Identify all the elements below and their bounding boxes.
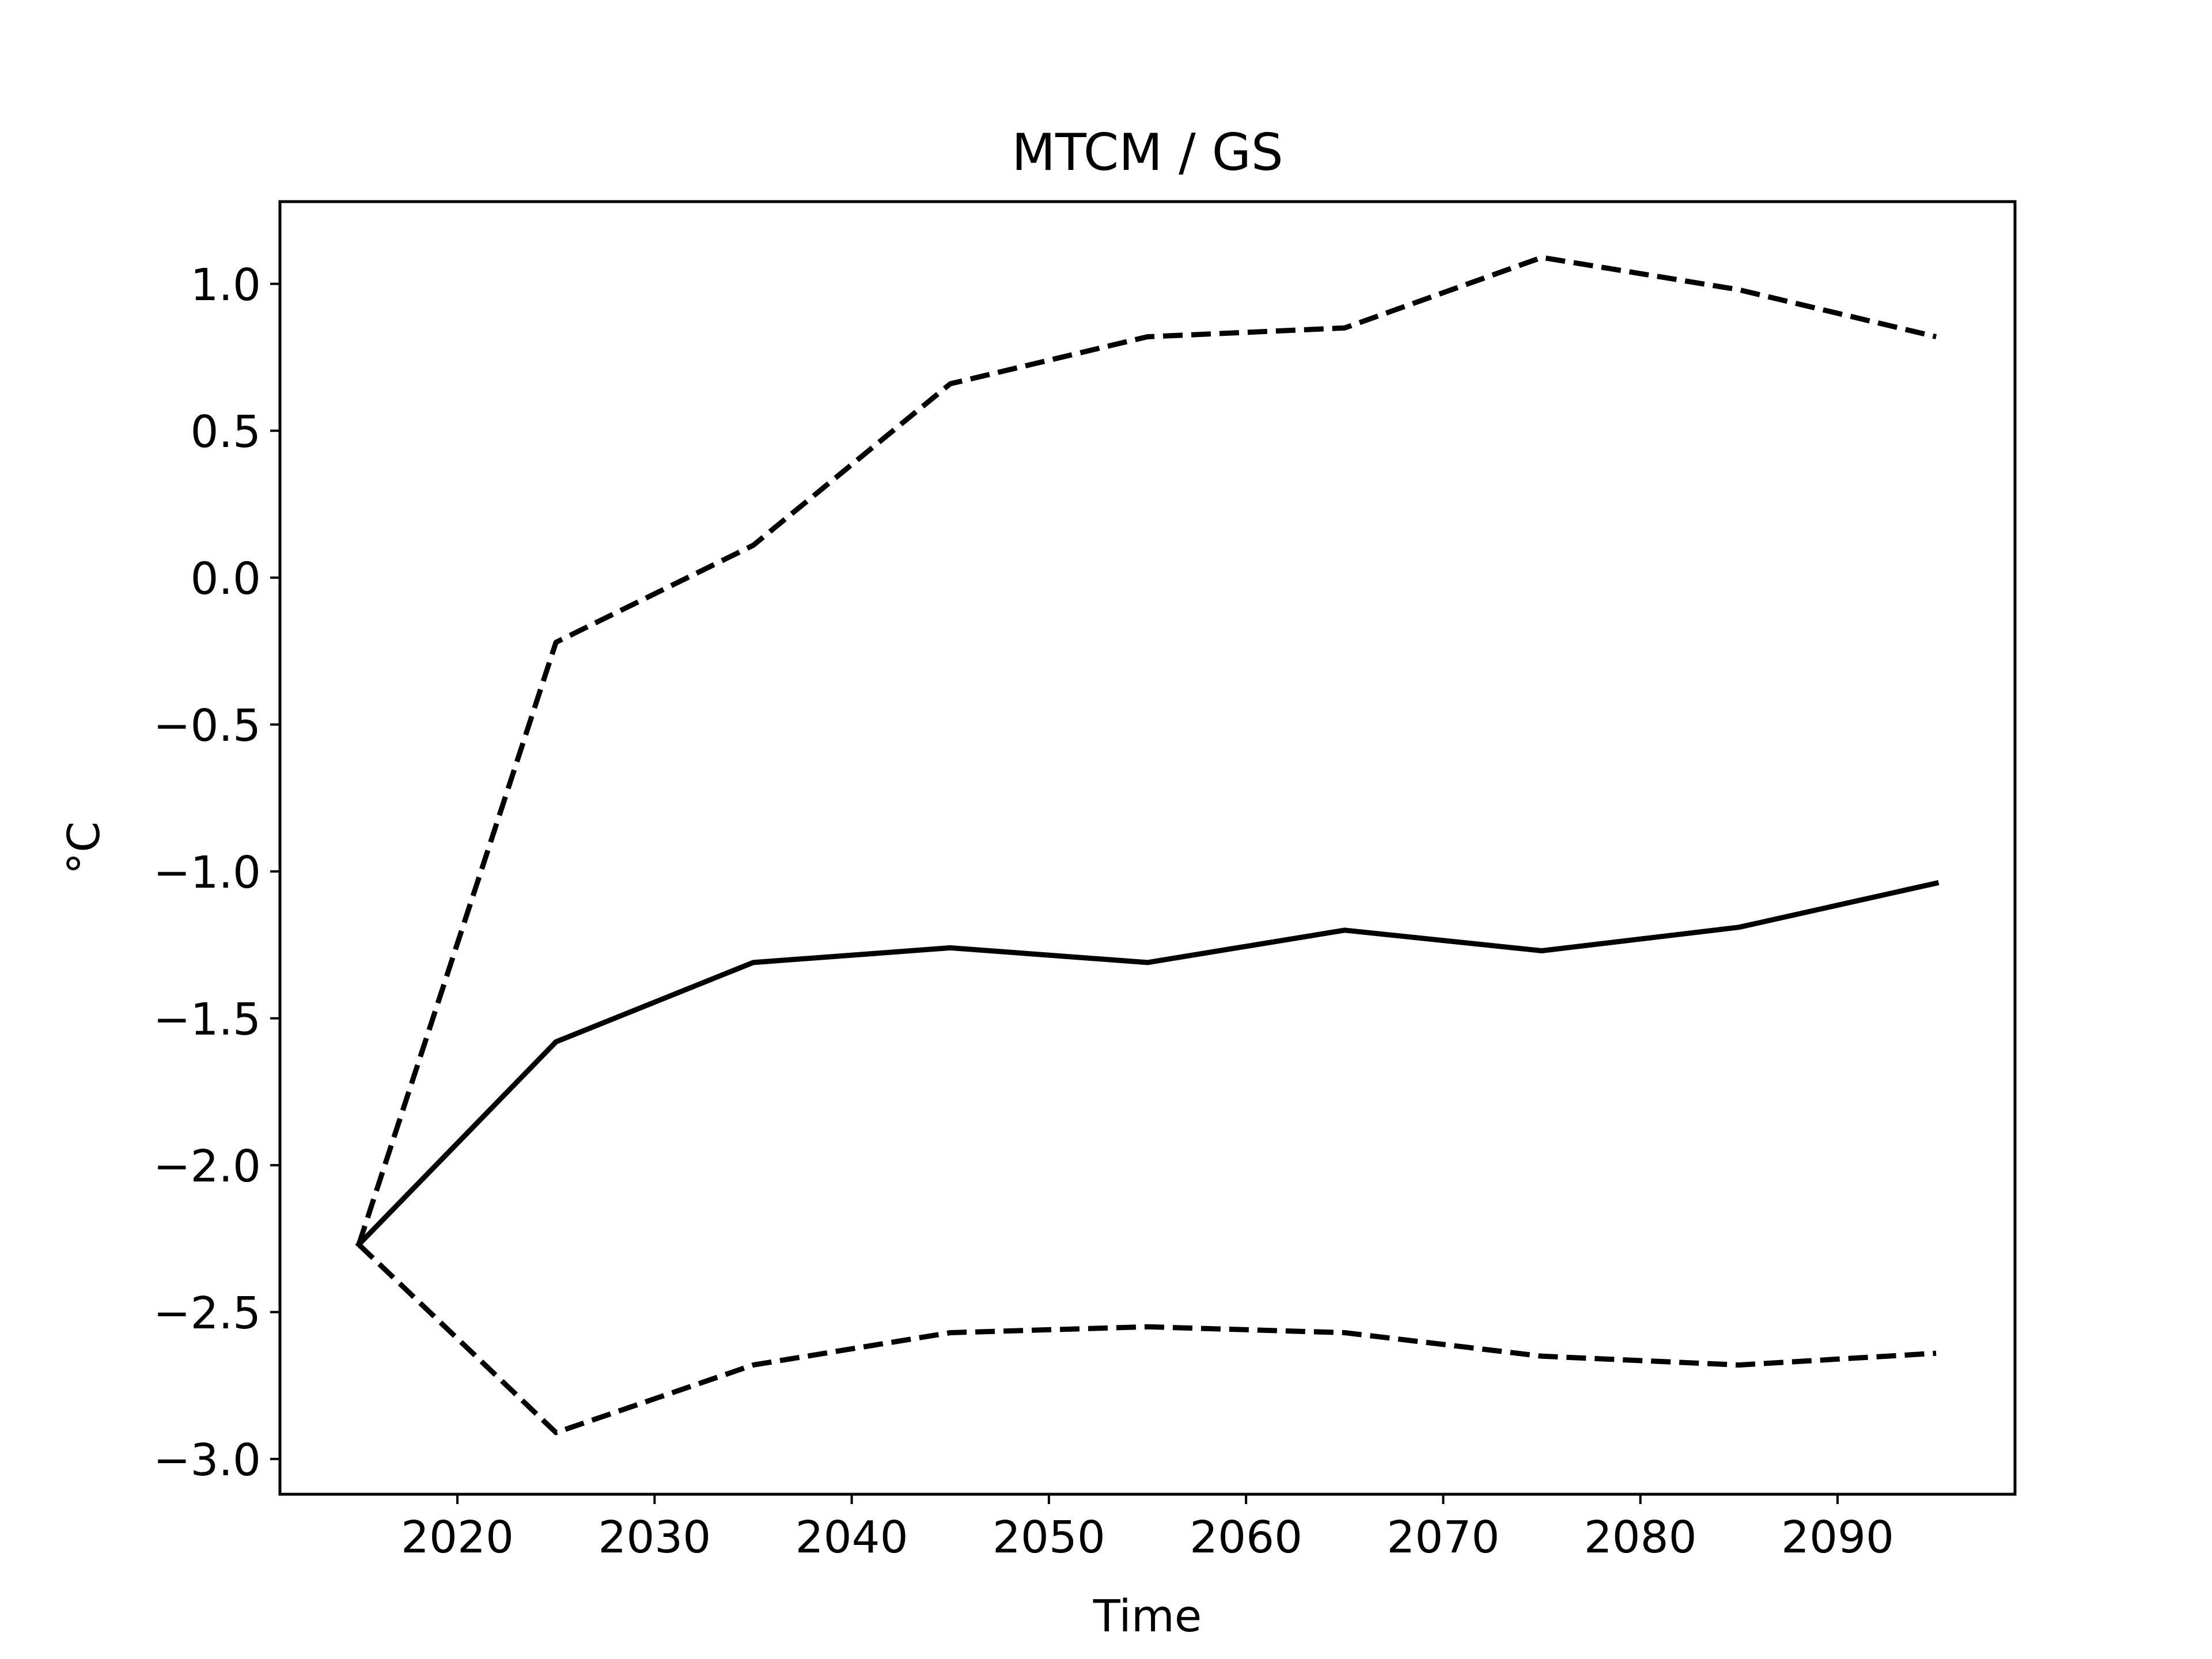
y-tick-label: 0.5 <box>191 407 261 458</box>
plot-frame <box>278 200 2017 1496</box>
series-lower-dashed-line <box>357 1243 1937 1435</box>
y-tick-label: 0.0 <box>191 554 261 605</box>
y-tick-label: −1.5 <box>153 994 261 1046</box>
y-tick-label: −0.5 <box>153 700 261 752</box>
y-axis-label: °C <box>59 821 110 874</box>
ticks-layer: 2020 2030 2040 2050 2060 2070 2080 2090 1.0 0.5 0.… <box>153 260 1894 1563</box>
series-layer <box>355 255 1940 1435</box>
x-tick-label: 2070 <box>1387 1512 1499 1563</box>
x-axis-label: Time <box>1093 1591 1202 1642</box>
x-tick-label: 2090 <box>1781 1512 1894 1563</box>
chart-title: MTCM / GS <box>1012 123 1283 182</box>
x-tick-label: 2080 <box>1584 1512 1697 1563</box>
x-tick-label: 2020 <box>401 1512 514 1563</box>
y-tick-label: −3.0 <box>153 1435 261 1486</box>
y-tick-label: −1.0 <box>153 847 261 899</box>
series-mean-line <box>355 880 1940 1248</box>
y-tick-label: −2.0 <box>153 1141 261 1192</box>
series-upper-dashed-line <box>356 255 1937 1245</box>
y-tick-label: 1.0 <box>191 260 261 311</box>
x-tick-label: 2060 <box>1190 1512 1302 1563</box>
x-tick-label: 2030 <box>598 1512 711 1563</box>
y-tick-label: −2.5 <box>153 1288 261 1339</box>
x-tick-label: 2050 <box>993 1512 1105 1563</box>
x-tick-label: 2040 <box>796 1512 908 1563</box>
